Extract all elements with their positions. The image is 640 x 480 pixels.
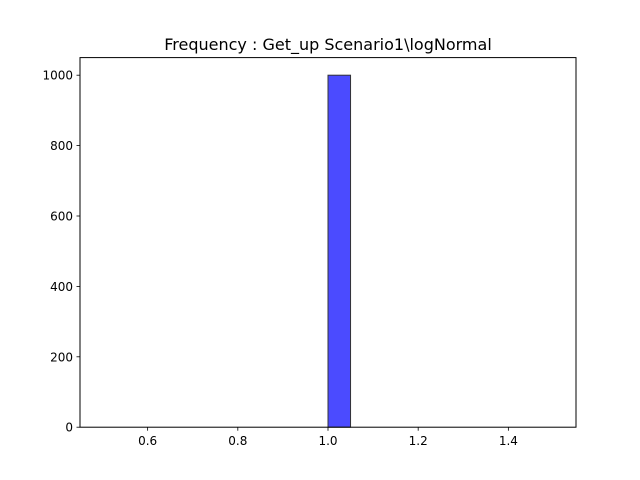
x-tick-label: 1.0 xyxy=(318,434,337,448)
x-tick-label: 0.8 xyxy=(228,434,247,448)
y-tick-label: 200 xyxy=(50,350,73,364)
y-tick-label: 400 xyxy=(50,280,73,294)
histogram-bar xyxy=(327,74,352,428)
y-tick-label: 600 xyxy=(50,210,73,224)
y-tick-label: 1000 xyxy=(42,69,73,83)
bars-layer xyxy=(327,74,352,428)
x-tick-label: 1.4 xyxy=(499,434,518,448)
x-tick-label: 1.2 xyxy=(409,434,428,448)
chart-title: Frequency : Get_up Scenario1\logNormal xyxy=(164,35,492,55)
y-tick-label: 800 xyxy=(50,139,73,153)
x-tick-label: 0.6 xyxy=(138,434,157,448)
x-axis: 0.6 0.8 1.0 1.2 1.4 xyxy=(138,427,518,448)
y-axis: 0 200 400 600 800 1000 xyxy=(42,69,80,435)
y-tick-label: 0 xyxy=(65,421,73,435)
plot-area-frame xyxy=(79,57,577,428)
